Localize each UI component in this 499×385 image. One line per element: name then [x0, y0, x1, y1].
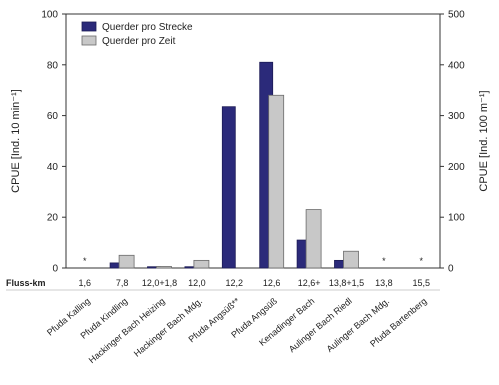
category-label: Hackinger Bach Mdg.	[132, 296, 204, 359]
fluss-km-value: 7,8	[116, 278, 129, 288]
no-catch-marker: *	[83, 256, 87, 266]
category-label: Hackinger Bach Heizing	[87, 296, 167, 365]
fluss-km-value: 13,8	[375, 278, 393, 288]
fluss-km-value: 1,6	[78, 278, 91, 288]
y-right-tick-label: 300	[448, 111, 465, 122]
bar-querder-pro-strecke	[221, 106, 236, 269]
legend-swatch-zeit	[81, 35, 97, 46]
y-left-tick-label: 40	[47, 162, 59, 173]
fluss-km-value: 13,8+1,5	[329, 278, 364, 288]
fluss-km-label: Fluss-km	[6, 278, 46, 288]
category-label: Aulinger Bach Mdg.	[325, 296, 392, 354]
fluss-km-value: 12,0+1,8	[142, 278, 177, 288]
bar-querder-pro-zeit	[268, 94, 285, 269]
y-left-tick-label: 20	[47, 213, 59, 224]
fluss-km-value: 12,6	[263, 278, 281, 288]
y-left-tick-label: 60	[47, 111, 59, 122]
y-right-axis-title: CPUE [Ind. 100 m⁻¹]	[478, 90, 490, 191]
y-right-tick-label: 200	[448, 162, 465, 173]
no-catch-marker: *	[420, 256, 424, 266]
legend-label-strecke: Querder pro Strecke	[102, 22, 193, 33]
bar-querder-pro-zeit	[118, 254, 135, 269]
y-left-tick-label: 0	[52, 264, 58, 275]
fluss-km-value: 12,6+	[298, 278, 321, 288]
bar-querder-pro-zeit	[193, 259, 210, 269]
bar-querder-pro-zeit	[305, 209, 322, 269]
legend-label-zeit: Querder pro Zeit	[102, 36, 176, 47]
no-catch-marker: *	[382, 256, 386, 266]
bar-querder-pro-zeit	[156, 266, 172, 269]
fluss-km-value: 15,5	[413, 278, 431, 288]
y-right-tick-label: 500	[448, 10, 465, 21]
y-right-tick-label: 400	[448, 60, 465, 71]
fluss-km-value: 12,0	[188, 278, 206, 288]
y-right-tick-label: 0	[448, 264, 454, 275]
category-label: Aulinger Bach Riedl	[287, 296, 354, 354]
y-left-tick-label: 100	[41, 10, 58, 21]
bar-querder-pro-zeit	[343, 250, 359, 269]
y-left-tick-label: 80	[47, 60, 59, 71]
y-left-axis-title: CPUE [Ind. 10 min⁻¹]	[10, 89, 22, 193]
legend-swatch-strecke	[81, 21, 97, 32]
y-right-tick-label: 100	[448, 213, 465, 224]
fluss-km-value: 12,2	[226, 278, 244, 288]
plot-frame	[65, 13, 441, 269]
